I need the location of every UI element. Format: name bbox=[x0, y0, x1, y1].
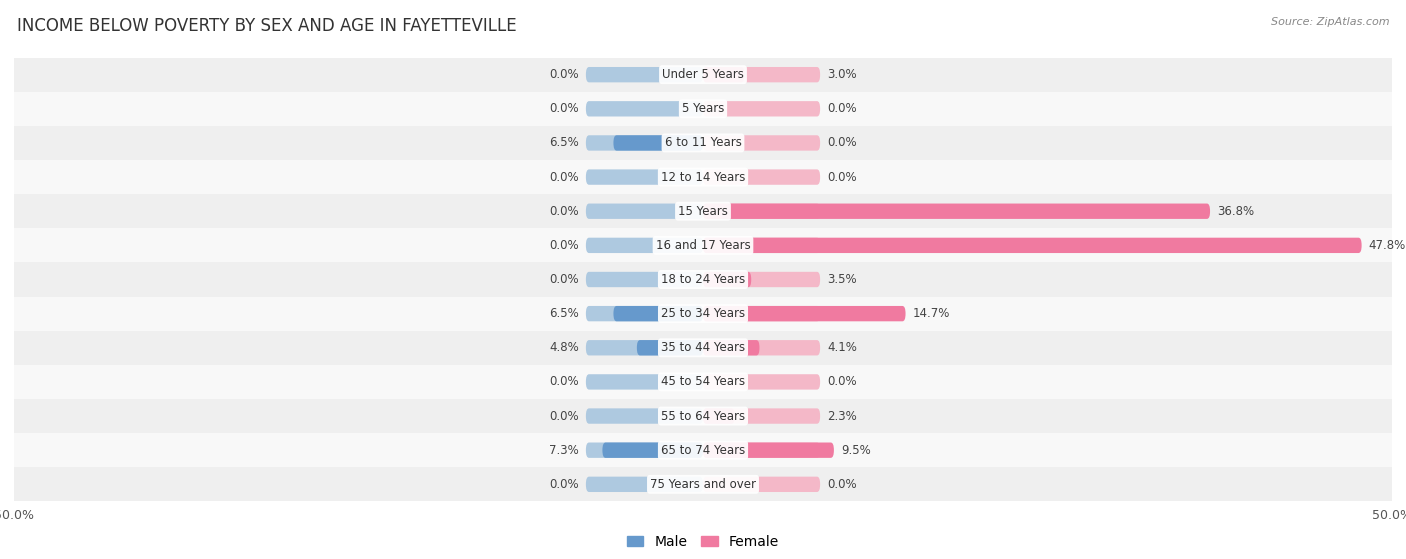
Bar bbox=[14, 467, 1392, 501]
Text: 0.0%: 0.0% bbox=[827, 478, 856, 491]
FancyBboxPatch shape bbox=[586, 169, 703, 185]
FancyBboxPatch shape bbox=[703, 67, 820, 82]
FancyBboxPatch shape bbox=[703, 340, 759, 356]
Bar bbox=[14, 433, 1392, 467]
Legend: Male, Female: Male, Female bbox=[621, 529, 785, 555]
Text: 75 Years and over: 75 Years and over bbox=[650, 478, 756, 491]
Text: 9.5%: 9.5% bbox=[841, 444, 870, 457]
Text: 16 and 17 Years: 16 and 17 Years bbox=[655, 239, 751, 252]
Text: 0.0%: 0.0% bbox=[550, 410, 579, 423]
Text: 3.0%: 3.0% bbox=[827, 68, 856, 81]
Bar bbox=[14, 297, 1392, 331]
FancyBboxPatch shape bbox=[703, 272, 820, 287]
FancyBboxPatch shape bbox=[703, 340, 820, 356]
Text: 25 to 34 Years: 25 to 34 Years bbox=[661, 307, 745, 320]
FancyBboxPatch shape bbox=[586, 306, 703, 321]
FancyBboxPatch shape bbox=[703, 443, 834, 458]
Text: 0.0%: 0.0% bbox=[550, 478, 579, 491]
Text: 0.0%: 0.0% bbox=[550, 205, 579, 217]
FancyBboxPatch shape bbox=[703, 135, 820, 150]
Text: 0.0%: 0.0% bbox=[550, 102, 579, 115]
FancyBboxPatch shape bbox=[703, 306, 820, 321]
FancyBboxPatch shape bbox=[703, 272, 751, 287]
Bar bbox=[14, 262, 1392, 297]
Text: 6.5%: 6.5% bbox=[550, 136, 579, 149]
FancyBboxPatch shape bbox=[703, 238, 820, 253]
Text: 36.8%: 36.8% bbox=[1218, 205, 1254, 217]
Bar bbox=[14, 228, 1392, 262]
Text: 45 to 54 Years: 45 to 54 Years bbox=[661, 376, 745, 389]
Text: 6 to 11 Years: 6 to 11 Years bbox=[665, 136, 741, 149]
Text: 35 to 44 Years: 35 to 44 Years bbox=[661, 342, 745, 354]
Text: 12 to 14 Years: 12 to 14 Years bbox=[661, 170, 745, 183]
Text: 3.5%: 3.5% bbox=[827, 273, 856, 286]
FancyBboxPatch shape bbox=[586, 443, 703, 458]
Bar bbox=[14, 58, 1392, 92]
Bar bbox=[14, 92, 1392, 126]
FancyBboxPatch shape bbox=[703, 203, 820, 219]
FancyBboxPatch shape bbox=[586, 67, 703, 82]
FancyBboxPatch shape bbox=[703, 101, 820, 116]
Bar bbox=[14, 126, 1392, 160]
FancyBboxPatch shape bbox=[586, 101, 703, 116]
FancyBboxPatch shape bbox=[703, 306, 905, 321]
Text: 0.0%: 0.0% bbox=[550, 273, 579, 286]
Text: 18 to 24 Years: 18 to 24 Years bbox=[661, 273, 745, 286]
FancyBboxPatch shape bbox=[613, 306, 703, 321]
Text: 4.8%: 4.8% bbox=[550, 342, 579, 354]
Text: 65 to 74 Years: 65 to 74 Years bbox=[661, 444, 745, 457]
FancyBboxPatch shape bbox=[586, 477, 703, 492]
Text: 0.0%: 0.0% bbox=[550, 68, 579, 81]
Text: 14.7%: 14.7% bbox=[912, 307, 950, 320]
Text: 7.3%: 7.3% bbox=[550, 444, 579, 457]
Text: INCOME BELOW POVERTY BY SEX AND AGE IN FAYETTEVILLE: INCOME BELOW POVERTY BY SEX AND AGE IN F… bbox=[17, 17, 516, 35]
FancyBboxPatch shape bbox=[586, 272, 703, 287]
Text: 6.5%: 6.5% bbox=[550, 307, 579, 320]
Text: Under 5 Years: Under 5 Years bbox=[662, 68, 744, 81]
FancyBboxPatch shape bbox=[703, 169, 820, 185]
FancyBboxPatch shape bbox=[613, 135, 703, 150]
Bar bbox=[14, 331, 1392, 365]
FancyBboxPatch shape bbox=[602, 443, 703, 458]
Bar bbox=[14, 365, 1392, 399]
Text: 47.8%: 47.8% bbox=[1368, 239, 1406, 252]
FancyBboxPatch shape bbox=[586, 340, 703, 356]
FancyBboxPatch shape bbox=[703, 477, 820, 492]
FancyBboxPatch shape bbox=[703, 443, 820, 458]
FancyBboxPatch shape bbox=[703, 203, 1211, 219]
Text: 0.0%: 0.0% bbox=[550, 239, 579, 252]
Text: 0.0%: 0.0% bbox=[827, 376, 856, 389]
FancyBboxPatch shape bbox=[586, 374, 703, 390]
FancyBboxPatch shape bbox=[703, 238, 1361, 253]
FancyBboxPatch shape bbox=[703, 409, 820, 424]
Text: 0.0%: 0.0% bbox=[550, 170, 579, 183]
FancyBboxPatch shape bbox=[586, 135, 703, 150]
Bar bbox=[14, 160, 1392, 194]
Text: 0.0%: 0.0% bbox=[827, 136, 856, 149]
FancyBboxPatch shape bbox=[703, 67, 744, 82]
Text: 2.3%: 2.3% bbox=[827, 410, 856, 423]
Text: 0.0%: 0.0% bbox=[827, 102, 856, 115]
FancyBboxPatch shape bbox=[703, 409, 735, 424]
Text: 15 Years: 15 Years bbox=[678, 205, 728, 217]
Text: 0.0%: 0.0% bbox=[827, 170, 856, 183]
FancyBboxPatch shape bbox=[637, 340, 703, 356]
FancyBboxPatch shape bbox=[586, 203, 703, 219]
Text: 0.0%: 0.0% bbox=[550, 376, 579, 389]
Bar bbox=[14, 194, 1392, 228]
FancyBboxPatch shape bbox=[586, 409, 703, 424]
FancyBboxPatch shape bbox=[703, 374, 820, 390]
Text: 4.1%: 4.1% bbox=[827, 342, 856, 354]
FancyBboxPatch shape bbox=[586, 238, 703, 253]
Bar bbox=[14, 399, 1392, 433]
Text: Source: ZipAtlas.com: Source: ZipAtlas.com bbox=[1271, 17, 1389, 27]
Text: 55 to 64 Years: 55 to 64 Years bbox=[661, 410, 745, 423]
Text: 5 Years: 5 Years bbox=[682, 102, 724, 115]
